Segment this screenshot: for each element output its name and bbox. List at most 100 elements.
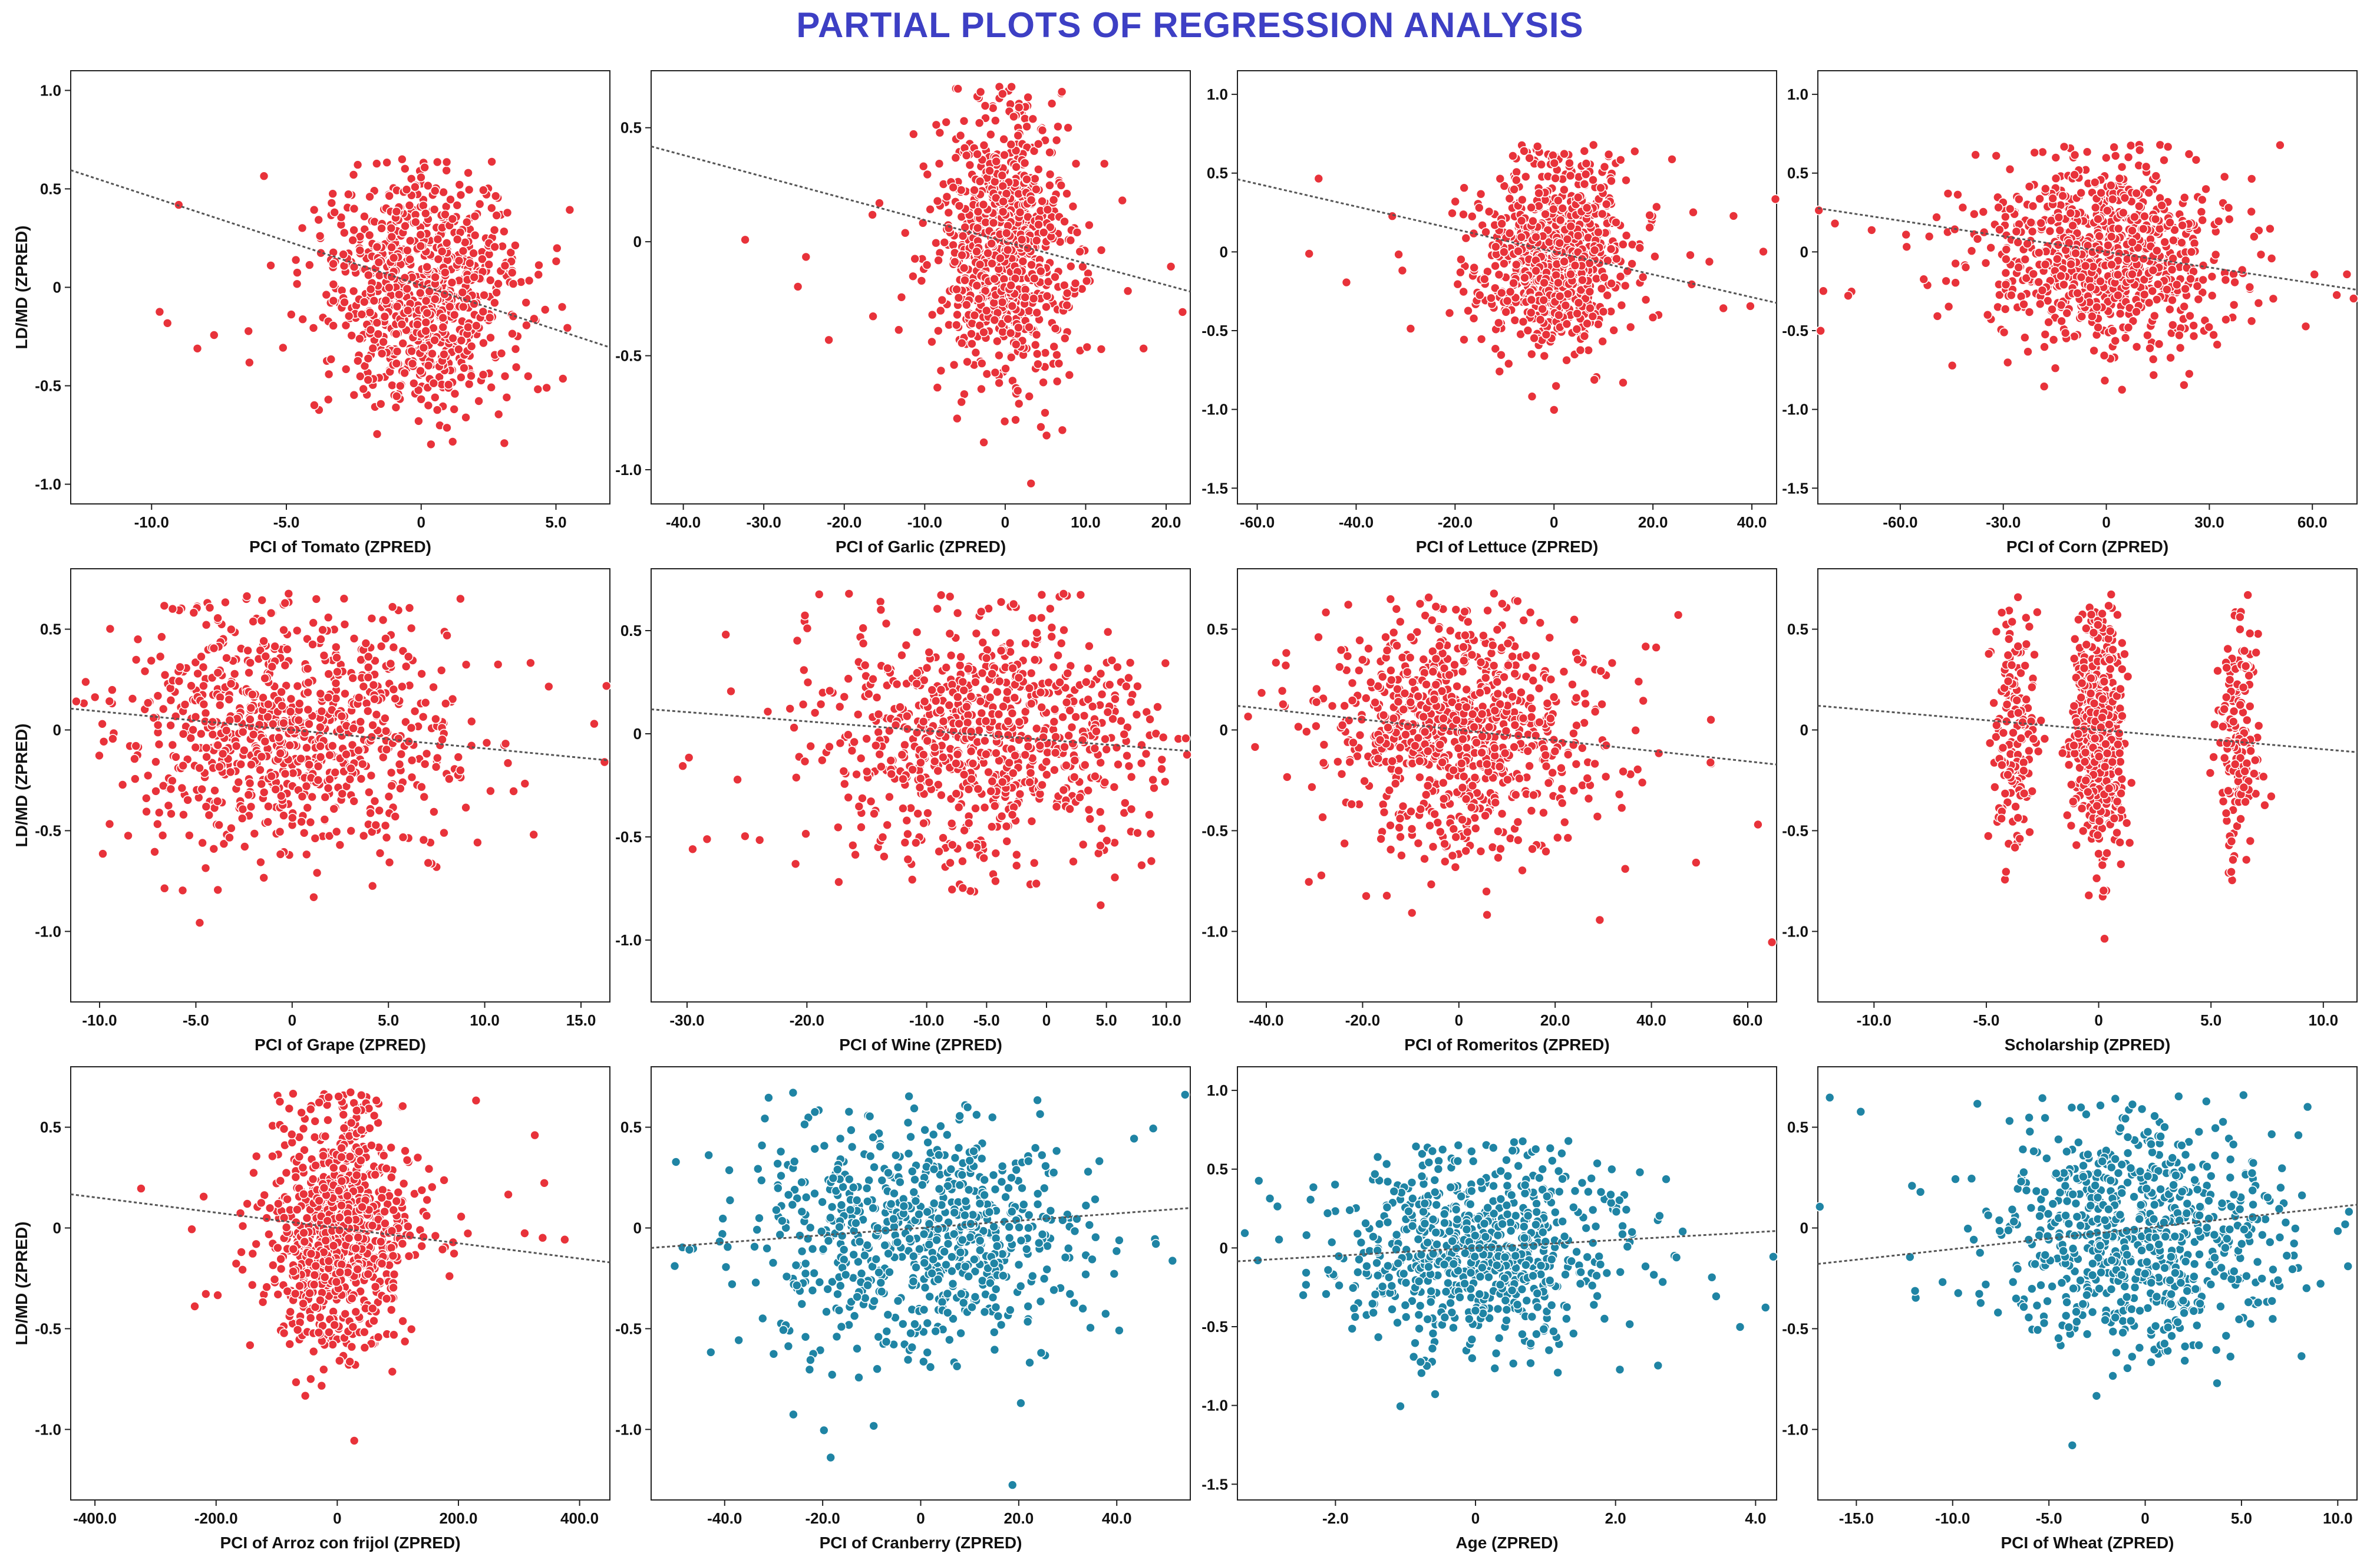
data-point bbox=[430, 392, 440, 403]
data-point bbox=[939, 237, 950, 248]
data-point bbox=[1113, 759, 1123, 770]
data-point bbox=[449, 309, 460, 320]
data-point bbox=[410, 182, 420, 192]
data-point bbox=[1024, 391, 1034, 401]
data-point bbox=[313, 775, 324, 785]
data-point bbox=[417, 669, 427, 679]
data-point bbox=[214, 761, 225, 772]
data-point bbox=[430, 294, 440, 304]
data-point bbox=[1102, 707, 1113, 717]
data-point bbox=[2095, 276, 2105, 286]
data-point bbox=[1529, 333, 1539, 344]
data-point bbox=[2013, 262, 2024, 273]
data-point bbox=[305, 817, 316, 827]
data-point bbox=[1645, 210, 1655, 220]
data-point bbox=[1096, 344, 1107, 354]
x-tick-label: -40.0 bbox=[1339, 513, 1374, 531]
x-tick-label: 0 bbox=[1042, 1011, 1051, 1029]
data-point bbox=[2051, 153, 2061, 163]
data-point bbox=[1593, 319, 1603, 329]
data-point bbox=[956, 652, 966, 662]
data-point bbox=[420, 759, 430, 769]
data-point bbox=[489, 225, 500, 235]
data-point bbox=[365, 307, 375, 318]
data-point bbox=[2024, 307, 2035, 317]
x-tick-label: 15.0 bbox=[566, 1011, 596, 1029]
data-point bbox=[226, 624, 236, 635]
data-point bbox=[1924, 231, 1935, 242]
data-point bbox=[319, 650, 329, 661]
data-point bbox=[1456, 254, 1466, 265]
data-point bbox=[1596, 183, 1606, 193]
data-point bbox=[392, 301, 402, 312]
data-point bbox=[1117, 195, 1127, 206]
data-point bbox=[167, 604, 178, 614]
data-point bbox=[997, 297, 1008, 308]
data-point bbox=[479, 290, 489, 301]
data-point bbox=[952, 284, 962, 295]
data-point bbox=[154, 306, 165, 317]
data-point bbox=[486, 332, 496, 343]
data-point bbox=[1565, 170, 1576, 181]
data-point bbox=[1026, 816, 1037, 826]
data-point bbox=[1648, 312, 1658, 322]
data-point bbox=[1508, 278, 1519, 288]
data-point bbox=[986, 822, 997, 832]
data-point bbox=[840, 779, 850, 789]
data-point bbox=[282, 644, 292, 654]
data-point bbox=[368, 720, 378, 730]
data-point bbox=[221, 726, 232, 736]
data-point bbox=[1559, 256, 1569, 267]
data-point bbox=[445, 194, 455, 205]
x-tick-label: 40.0 bbox=[1737, 513, 1767, 531]
data-point bbox=[2117, 161, 2127, 172]
data-point bbox=[2220, 275, 2231, 285]
data-point bbox=[1551, 381, 1561, 391]
data-point bbox=[1510, 315, 1520, 325]
data-point bbox=[900, 740, 910, 750]
data-point bbox=[1597, 209, 1607, 219]
data-point bbox=[246, 802, 256, 812]
data-point bbox=[237, 804, 248, 815]
data-point bbox=[431, 761, 441, 772]
data-point bbox=[315, 722, 325, 733]
data-point bbox=[2198, 261, 2209, 271]
data-point bbox=[918, 161, 929, 172]
data-point bbox=[1943, 301, 1954, 312]
data-point bbox=[400, 368, 410, 378]
data-point bbox=[856, 822, 866, 832]
y-tick-label: -1.5 bbox=[1201, 479, 1228, 497]
data-point bbox=[2110, 335, 2121, 346]
data-point bbox=[801, 829, 811, 839]
data-point bbox=[2127, 269, 2137, 279]
data-point bbox=[386, 767, 397, 778]
data-point bbox=[922, 662, 932, 673]
data-point bbox=[1084, 220, 1094, 230]
data-point bbox=[298, 314, 308, 325]
data-point bbox=[493, 660, 503, 670]
data-point bbox=[387, 602, 398, 612]
data-point bbox=[363, 662, 374, 672]
data-point bbox=[999, 150, 1009, 160]
data-point bbox=[1006, 280, 1016, 291]
data-point bbox=[276, 687, 286, 697]
data-point bbox=[2022, 239, 2032, 249]
data-point bbox=[1534, 188, 1544, 199]
x-tick-label: 30.0 bbox=[2194, 513, 2224, 531]
data-point bbox=[470, 211, 480, 222]
data-point bbox=[299, 727, 310, 738]
data-point bbox=[1469, 262, 1479, 273]
data-point bbox=[2139, 289, 2150, 300]
data-point bbox=[1085, 814, 1095, 824]
data-point bbox=[361, 638, 371, 648]
data-point bbox=[1029, 273, 1039, 283]
data-point bbox=[267, 661, 278, 672]
data-point bbox=[2188, 321, 2199, 331]
data-point bbox=[1110, 872, 1120, 882]
data-point bbox=[438, 312, 448, 323]
data-point bbox=[1969, 209, 1979, 219]
data-point bbox=[2001, 279, 2011, 290]
data-point bbox=[2036, 218, 2046, 228]
data-point bbox=[2058, 190, 2068, 201]
data-point bbox=[927, 309, 938, 320]
